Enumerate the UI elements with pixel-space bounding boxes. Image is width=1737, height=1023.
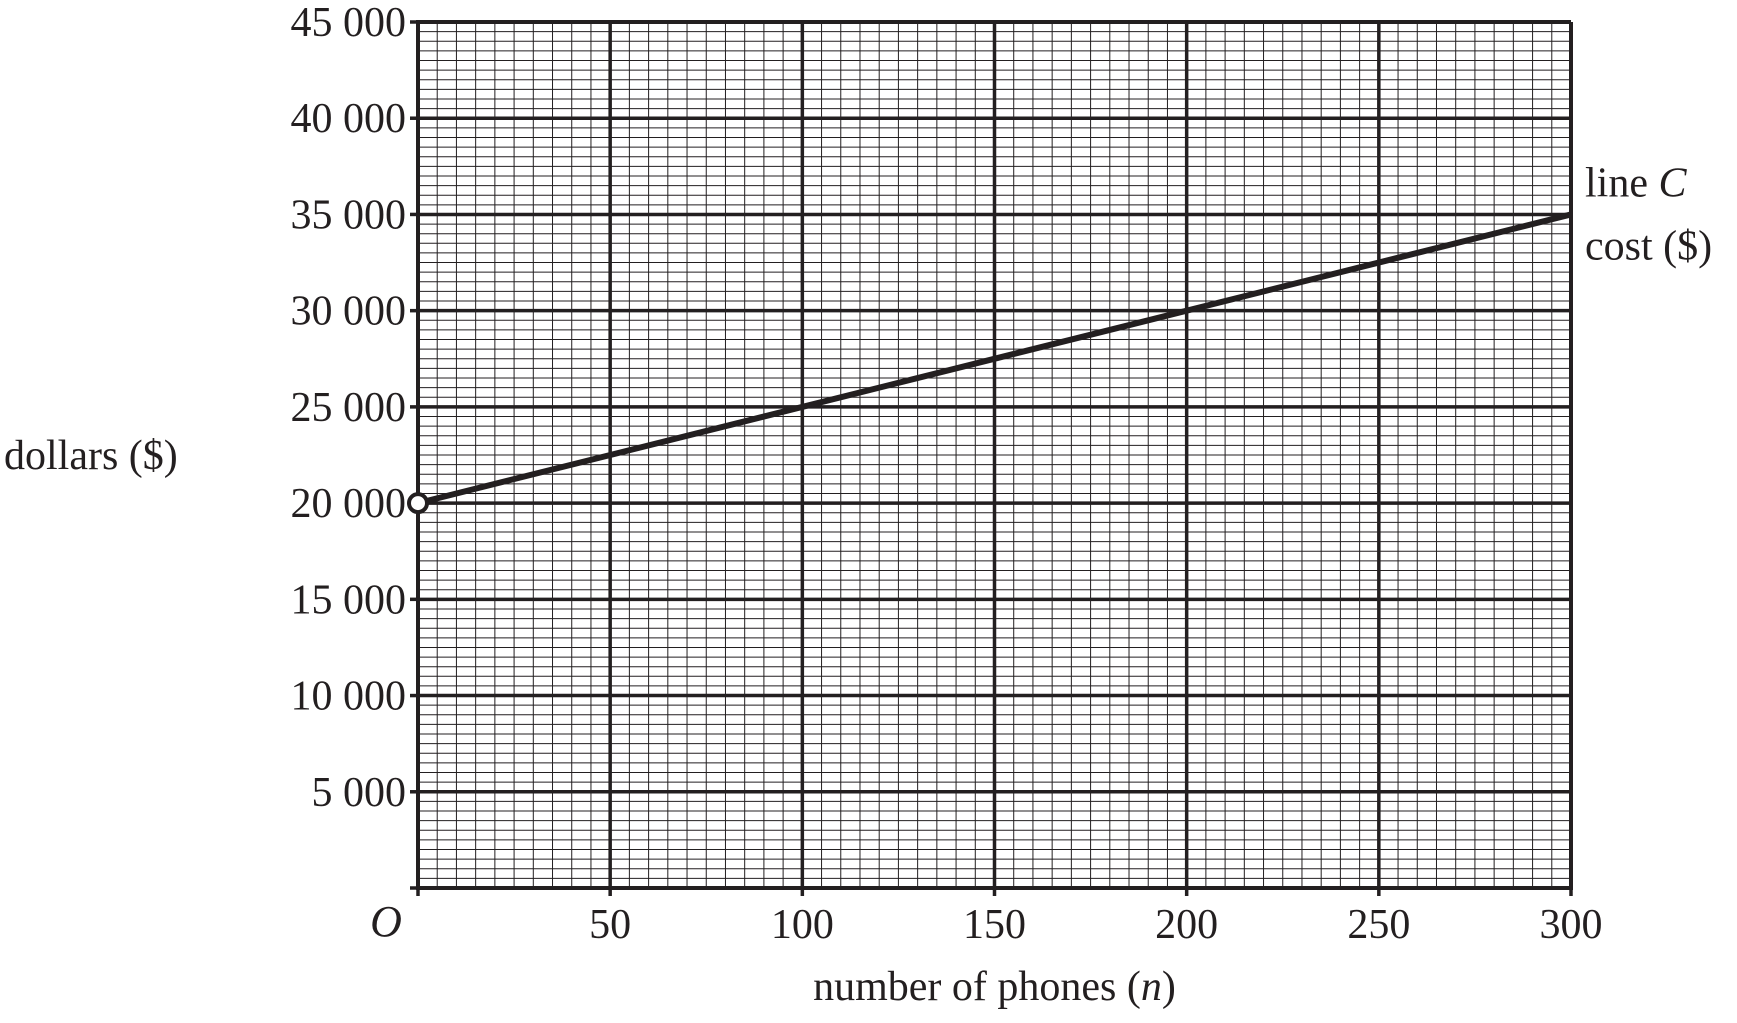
x-axis-label-variable: n [1141,964,1162,1010]
y-axis-label: dollars ($) [4,433,178,479]
x-tick-label: 50 [589,902,631,948]
series-layer [407,211,1572,515]
x-axis-label: number of phones (n) [813,964,1176,1010]
x-tick-label: 100 [771,902,834,948]
x-tick-label: 150 [963,902,1026,948]
series-label: cost ($) [1585,223,1712,269]
y-tick-label: 15 000 [291,577,407,623]
y-tick-label: 35 000 [291,192,407,238]
y-tick-label: 30 000 [291,289,407,335]
series-label-text: cost ($) [1585,223,1712,269]
y-tick-label: 40 000 [291,96,407,142]
x-axis-label-text: number of phones ( [813,964,1141,1010]
origin-label: O [370,897,402,946]
x-tick-label: 250 [1347,902,1410,948]
open-circle-marker [407,492,429,515]
x-tick-label: 200 [1155,902,1218,948]
y-tick-label: 25 000 [291,385,407,431]
series-line-c [417,211,1572,507]
labels-layer: 5 000 10 000 15 000 20 000 25 000 30 000 35 00… [4,0,1712,1010]
series-label-variable: C [1658,160,1687,206]
y-tick-label: 45 000 [291,0,407,46]
series-label: line C [1585,160,1687,206]
x-axis-label-text: ) [1162,964,1176,1010]
x-tick-label: 300 [1540,902,1603,948]
series-label-text: line [1585,160,1658,206]
y-tick-label: 5 000 [312,770,407,816]
y-tick-label: 10 000 [291,674,407,720]
y-tick-label: 20 000 [291,481,407,527]
